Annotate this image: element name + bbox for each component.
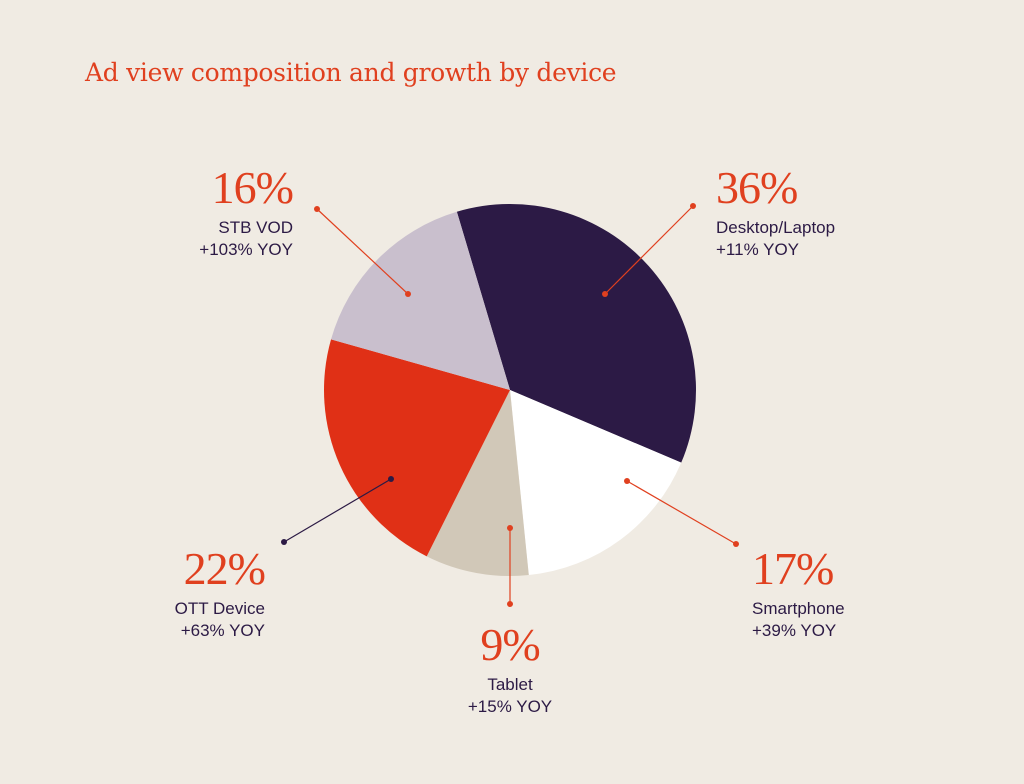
category-label: OTT Device <box>174 599 265 618</box>
value-label: 9% <box>480 619 540 670</box>
leader-desktop-laptop <box>602 203 696 297</box>
pie-slice-desktop-laptop <box>456 203 697 463</box>
leader-dot <box>314 206 320 212</box>
pie-slice-stb-vod <box>331 211 510 390</box>
growth-label: +15% YOY <box>467 697 553 716</box>
growth-label: +11% YOY <box>716 240 800 259</box>
pie-slice-smartphone <box>510 390 682 576</box>
leader-tablet <box>507 525 513 607</box>
leader-dot <box>733 541 739 547</box>
category-label: Smartphone <box>752 599 845 618</box>
label-ott-device: 22% OTT Device +63% YOY <box>174 543 266 642</box>
chart-title: Ad view composition and growth by device <box>85 58 617 87</box>
category-label: STB VOD <box>218 218 293 237</box>
growth-label: +63% YOY <box>180 621 265 640</box>
label-tablet: 9% Tablet +15% YOY <box>440 622 580 718</box>
value-label: 16% <box>211 162 294 213</box>
value-label: 36% <box>716 162 798 213</box>
growth-label: +103% YOY <box>199 240 293 259</box>
leader-dot <box>690 203 696 209</box>
leader-smartphone <box>624 478 739 547</box>
leader-dot <box>405 291 411 297</box>
label-stb-vod: 16% STB VOD +103% YOY <box>199 162 294 261</box>
leader-dot <box>388 476 394 482</box>
category-label: Tablet <box>487 675 533 694</box>
leader-stb-vod <box>314 206 411 297</box>
leader-dot <box>602 291 608 297</box>
growth-label: +39% YOY <box>752 621 837 640</box>
leader-dot <box>624 478 630 484</box>
value-label: 17% <box>752 543 834 594</box>
pie-slice-ott-device <box>324 339 510 557</box>
leader-dot <box>507 601 513 607</box>
leader-dot <box>281 539 287 545</box>
leader-ott-device <box>281 476 394 545</box>
category-label: Desktop/Laptop <box>716 218 836 237</box>
label-desktop-laptop: 36% Desktop/Laptop +11% YOY <box>716 165 835 261</box>
value-label: 22% <box>183 543 266 594</box>
pie-slice-tablet <box>426 390 529 576</box>
label-smartphone: 17% Smartphone +39% YOY <box>752 546 845 642</box>
leader-dot <box>507 525 513 531</box>
